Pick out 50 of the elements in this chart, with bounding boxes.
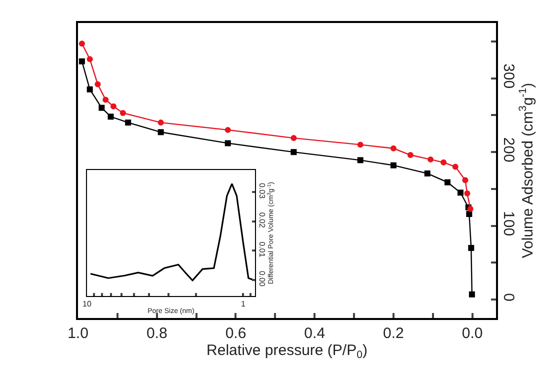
point [468, 244, 474, 251]
y-tick-label: 200 [500, 137, 517, 162]
point [78, 58, 85, 64]
point [357, 157, 364, 164]
x-tick-label: 0.4 [304, 325, 326, 342]
point [158, 120, 164, 126]
y-tick-label: 0.03 [257, 182, 266, 200]
y-tick-label: 300 [500, 64, 517, 89]
point [158, 129, 164, 136]
point [78, 40, 85, 47]
y-tick-label: 100 [500, 211, 517, 236]
point [102, 96, 109, 103]
point [110, 103, 116, 110]
point [357, 142, 364, 148]
x-axis-title: Relative pressure (P/P$_{0}$) [206, 342, 368, 362]
x-tick-label: 1.0 [68, 325, 88, 342]
x-tick-label: 0.8 [146, 325, 168, 342]
point [466, 211, 472, 218]
point [462, 177, 468, 184]
point [458, 190, 464, 196]
y-tick-label: 0.02 [257, 212, 266, 228]
point [290, 135, 297, 142]
x-tick-label: 0.0 [462, 325, 483, 342]
point [464, 190, 470, 196]
point [407, 152, 414, 158]
point [120, 110, 126, 116]
point [468, 291, 475, 298]
y-tick-label: 0.01 [257, 242, 266, 258]
point [428, 156, 434, 162]
point [125, 120, 132, 126]
x-tick-label: 0.2 [383, 325, 404, 342]
point [444, 179, 450, 186]
point [390, 145, 396, 152]
x-tick-label: 10 [82, 300, 92, 309]
point [224, 140, 231, 146]
point [424, 170, 430, 176]
point [452, 164, 458, 170]
point [94, 81, 101, 88]
point [390, 162, 396, 168]
y-tick-label: 0 [500, 293, 517, 302]
x-tick-label: 0.6 [225, 325, 246, 342]
point [224, 126, 231, 133]
point [108, 114, 114, 120]
point [86, 86, 93, 92]
point [440, 159, 447, 166]
x-tick-label: 1 [240, 300, 246, 309]
point [290, 149, 297, 156]
y-tick-label: 0.00 [257, 270, 266, 288]
point [86, 56, 93, 62]
point [98, 104, 105, 111]
